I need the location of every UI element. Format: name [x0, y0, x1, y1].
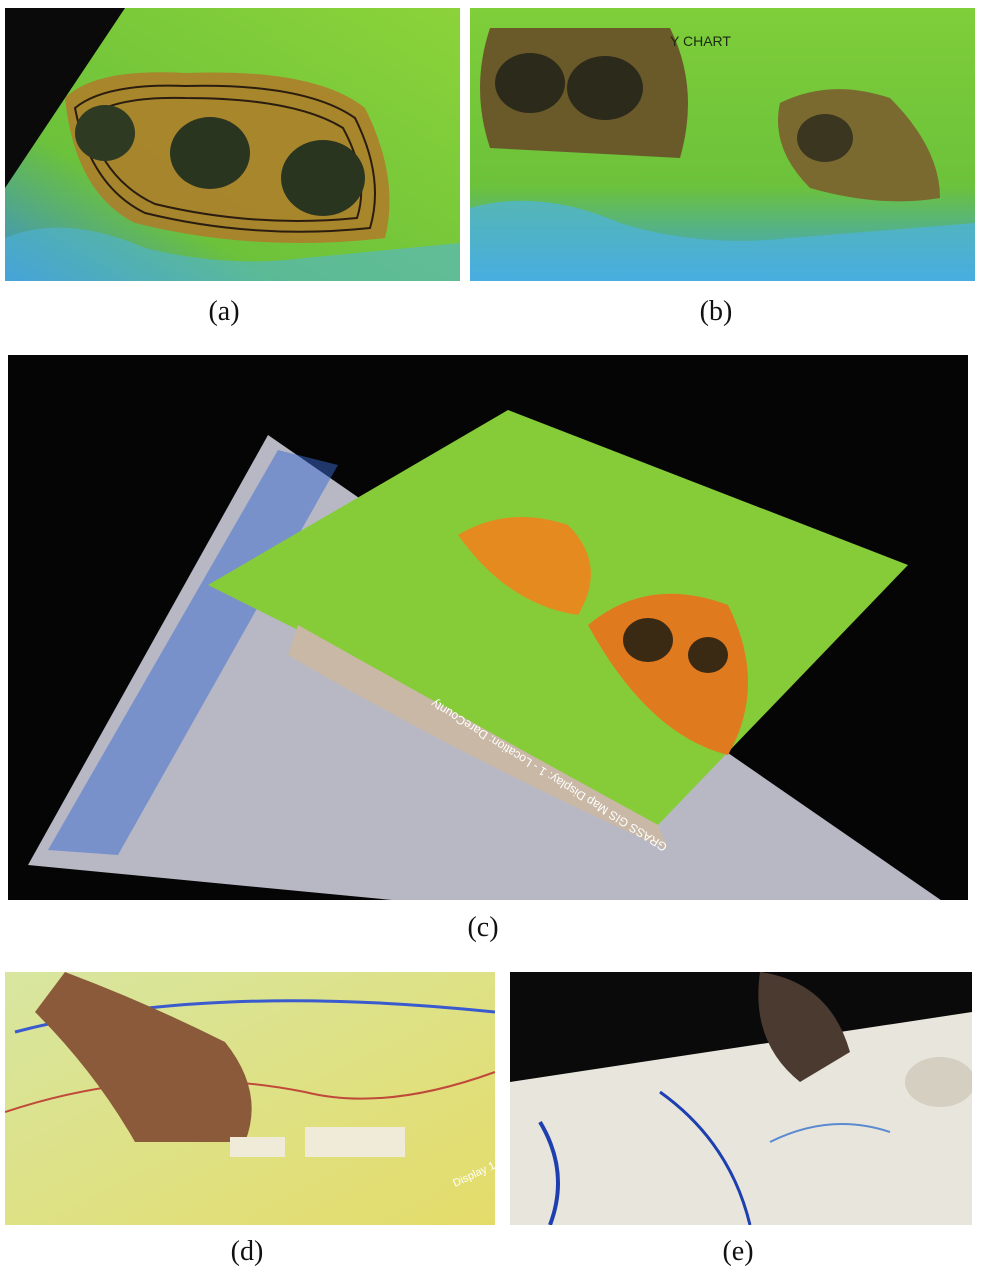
caption-c: (c): [467, 912, 499, 943]
caption-a: (a): [208, 296, 240, 327]
panel-d-image: Display 1: [5, 972, 495, 1225]
caption-b: (b): [699, 296, 733, 327]
panel-e-image: [510, 972, 972, 1225]
caption-d: (d): [230, 1236, 264, 1267]
panel-a-image: [5, 8, 460, 281]
panel-b-image: Y CHART: [470, 8, 975, 281]
caption-e: (e): [722, 1236, 754, 1267]
panel-b-overlay-text: Y CHART: [670, 33, 731, 49]
panel-c-image: GRASS GIS Map Display: 1 - Location: Dar…: [8, 355, 968, 900]
